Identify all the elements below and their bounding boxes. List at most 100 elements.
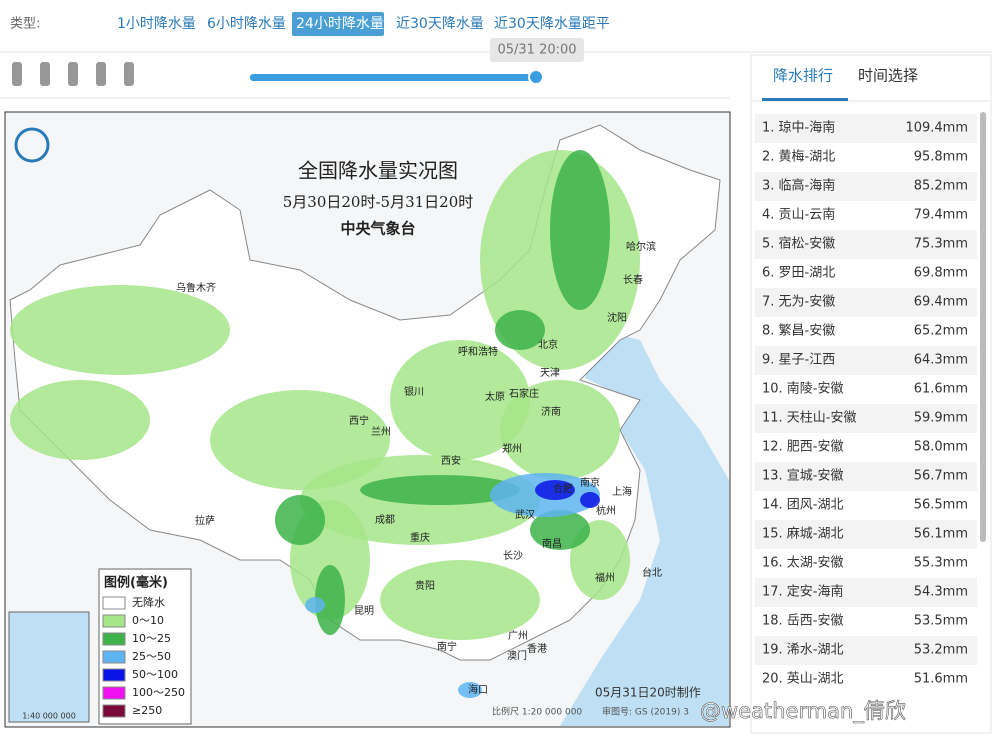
rain-patch bbox=[495, 310, 545, 350]
city-label: 杭州 bbox=[596, 504, 616, 517]
station-name[interactable]: 8. 繁昌-安徽 bbox=[762, 323, 835, 339]
legend-label: 50～100 bbox=[132, 668, 178, 681]
station-name[interactable]: 1. 琼中-海南 bbox=[762, 120, 835, 136]
station-value: 75.3mm bbox=[914, 237, 968, 252]
station-name[interactable]: 16. 太湖-安徽 bbox=[762, 556, 844, 571]
panel-tab[interactable]: 降水排行 bbox=[773, 67, 833, 85]
row-bg bbox=[755, 114, 977, 143]
city-label: 兰州 bbox=[371, 425, 391, 438]
city-label: 南宁 bbox=[437, 640, 457, 653]
city-label: 昆明 bbox=[354, 605, 374, 617]
type-tab[interactable]: 近30天降水量距平 bbox=[494, 16, 610, 32]
station-name[interactable]: 9. 星子-江西 bbox=[762, 353, 835, 368]
rain-patch bbox=[380, 560, 540, 640]
station-name[interactable]: 4. 贡山-云南 bbox=[762, 207, 835, 223]
city-label: 重庆 bbox=[410, 531, 430, 544]
city-label: 长春 bbox=[623, 274, 643, 286]
station-value: 61.6mm bbox=[914, 382, 968, 397]
city-label: 西宁 bbox=[349, 414, 369, 427]
city-label: 成都 bbox=[375, 514, 395, 526]
station-value: 59.9mm bbox=[914, 411, 968, 426]
ranking-panel bbox=[750, 54, 992, 734]
thumbnails bbox=[12, 62, 134, 86]
rain-patch bbox=[458, 682, 482, 698]
inset-map bbox=[8, 611, 90, 723]
station-name[interactable]: 6. 罗田-湖北 bbox=[762, 266, 835, 281]
type-tab[interactable]: 6小时降水量 bbox=[207, 16, 286, 32]
station-value: 56.5mm bbox=[914, 498, 968, 513]
station-name[interactable]: 11. 天柱山-安徽 bbox=[762, 411, 857, 426]
rain-areas bbox=[10, 150, 640, 698]
station-name[interactable]: 17. 定安-海南 bbox=[762, 584, 844, 600]
city-label: 武汉 bbox=[515, 508, 535, 521]
legend-swatch bbox=[102, 686, 126, 700]
type-tab[interactable]: 24小时降水量 bbox=[296, 16, 384, 32]
legend: 无降水 0～10 10～25 25～50 50～100 100～250 ≥250 bbox=[102, 595, 185, 718]
map-title: 全国降水量实况图 bbox=[298, 159, 458, 183]
station-name[interactable]: 14. 团风-湖北 bbox=[762, 498, 844, 513]
legend-box bbox=[98, 568, 192, 725]
city-label: 呼和浩特 bbox=[458, 346, 498, 358]
station-value: 53.2mm bbox=[914, 643, 968, 658]
city-label: 合肥 bbox=[553, 482, 573, 495]
type-tab[interactable]: 1小时降水量 bbox=[117, 16, 196, 32]
legend-label: ≥250 bbox=[132, 704, 162, 717]
city-label: 福州 bbox=[595, 571, 615, 584]
panel-tab[interactable]: 时间选择 bbox=[858, 67, 918, 85]
row-bg bbox=[755, 288, 977, 317]
city-label: 太原 bbox=[485, 390, 505, 403]
rain-patch bbox=[10, 380, 150, 460]
map-agency: 中央气象台 bbox=[340, 220, 415, 238]
rain-patch bbox=[275, 495, 325, 545]
tab-active-bg bbox=[292, 12, 384, 36]
station-value: 55.3mm bbox=[914, 556, 968, 571]
legend-label: 100～250 bbox=[132, 686, 185, 699]
legend-swatch bbox=[102, 668, 126, 682]
station-value: 54.3mm bbox=[914, 585, 968, 600]
station-name[interactable]: 3. 临高-海南 bbox=[762, 178, 835, 194]
rain-patch bbox=[305, 597, 325, 613]
legend-swatch bbox=[102, 614, 126, 628]
legend-title: 图例(毫米) bbox=[104, 575, 168, 591]
city-label: 石家庄 bbox=[509, 387, 539, 400]
station-name[interactable]: 18. 岳西-安徽 bbox=[762, 614, 844, 629]
station-name[interactable]: 19. 浠水-湖北 bbox=[762, 643, 844, 658]
station-value: 51.6mm bbox=[914, 672, 968, 687]
station-name[interactable]: 20. 英山-湖北 bbox=[762, 672, 844, 687]
rain-patch bbox=[315, 565, 345, 635]
city-label: 济南 bbox=[541, 405, 561, 418]
station-value: 56.7mm bbox=[914, 469, 968, 484]
station-name[interactable]: 10. 南陵-安徽 bbox=[762, 381, 844, 397]
rain-patch bbox=[580, 492, 600, 508]
station-value: 53.5mm bbox=[914, 614, 968, 629]
station-value: 85.2mm bbox=[914, 179, 968, 194]
city-label: 长沙 bbox=[503, 550, 523, 562]
legend-swatch bbox=[102, 632, 126, 646]
city-label: 南昌 bbox=[542, 537, 562, 550]
city-label: 台北 bbox=[642, 566, 662, 579]
map-scale: 比例尺 1:20 000 000 bbox=[492, 706, 582, 718]
station-name[interactable]: 2. 黄梅-湖北 bbox=[762, 150, 835, 165]
station-name[interactable]: 7. 无为-安徽 bbox=[762, 295, 835, 310]
station-value: 56.1mm bbox=[914, 527, 968, 542]
station-name[interactable]: 15. 麻城-湖北 bbox=[762, 527, 844, 542]
rain-patch bbox=[550, 150, 610, 310]
station-value: 109.4mm bbox=[905, 121, 968, 136]
type-tab[interactable]: 近30天降水量 bbox=[396, 16, 484, 32]
scrollbar[interactable] bbox=[980, 112, 986, 542]
city-label: 广州 bbox=[508, 630, 528, 642]
row-bg bbox=[755, 346, 977, 375]
legend-label: 0～10 bbox=[132, 614, 164, 627]
station-name[interactable]: 5. 宿松-安徽 bbox=[762, 236, 835, 252]
legend-label: 25～50 bbox=[132, 650, 171, 663]
station-name[interactable]: 13. 宣城-安徽 bbox=[762, 468, 844, 484]
station-value: 69.4mm bbox=[914, 295, 968, 310]
city-label: 乌鲁木齐 bbox=[176, 281, 216, 294]
station-name[interactable]: 12. 肥西-安徽 bbox=[762, 440, 844, 455]
station-value: 58.0mm bbox=[914, 440, 968, 455]
slider-thumb[interactable] bbox=[528, 69, 544, 85]
panel-tab-underline bbox=[762, 98, 848, 101]
station-value: 65.2mm bbox=[914, 324, 968, 339]
type-label: 类型: bbox=[10, 17, 40, 32]
